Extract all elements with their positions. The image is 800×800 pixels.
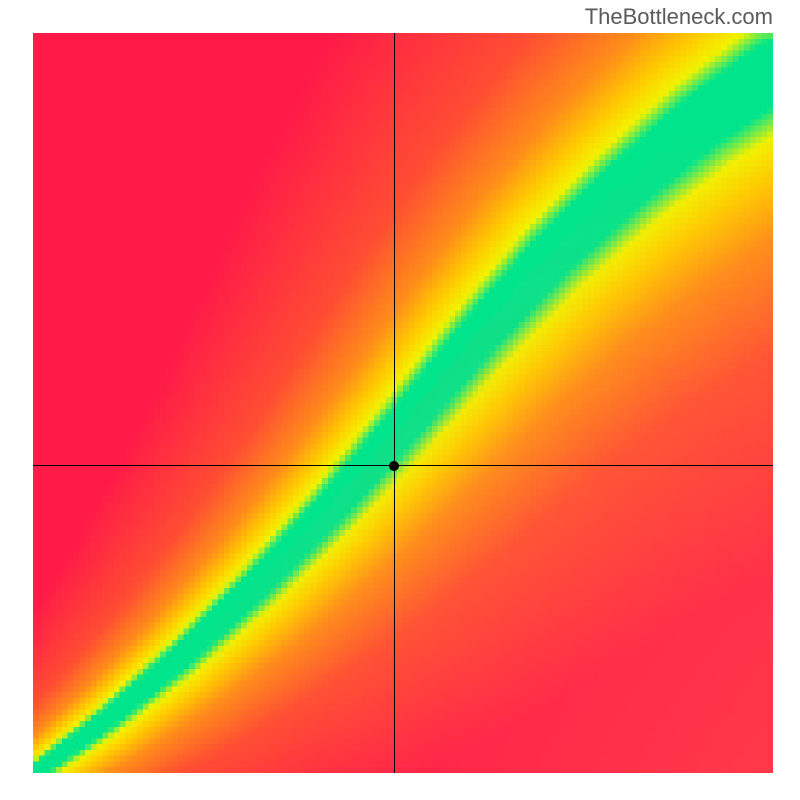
crosshair-vertical: [394, 33, 395, 773]
chart-container: TheBottleneck.com: [0, 0, 800, 800]
bottleneck-heatmap: [33, 33, 773, 773]
crosshair-horizontal: [33, 465, 773, 466]
watermark-text: TheBottleneck.com: [585, 4, 773, 30]
selection-marker: [389, 461, 399, 471]
